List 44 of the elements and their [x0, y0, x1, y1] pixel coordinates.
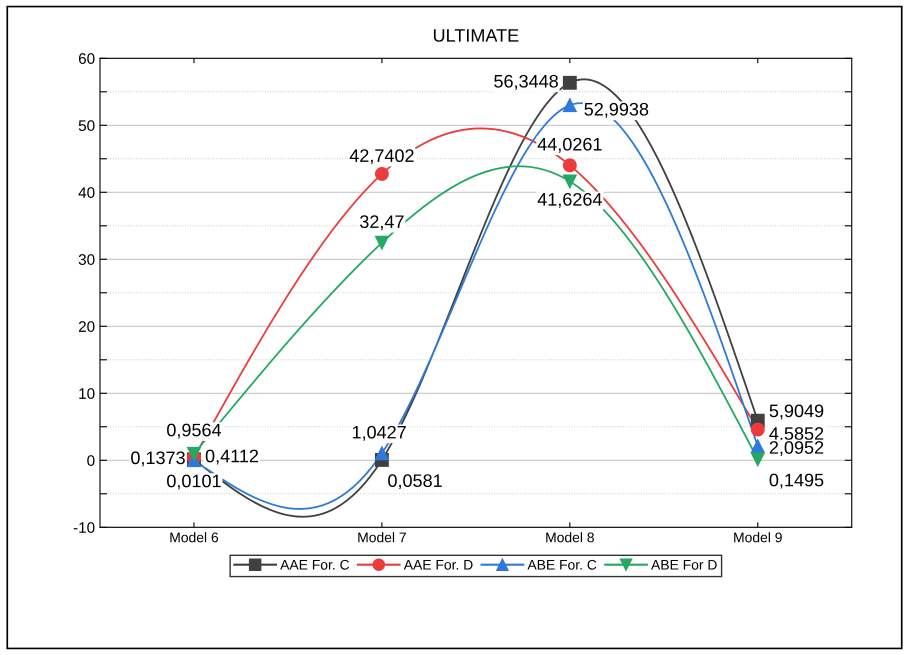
- point: [187, 446, 201, 461]
- data-label: 0,1373: [131, 451, 185, 466]
- data-label: 52,9938: [584, 102, 648, 118]
- x-tick-label: Model 6: [170, 532, 218, 542]
- point: [374, 166, 389, 181]
- point: [750, 452, 765, 466]
- data-label: 2,0952: [770, 441, 824, 456]
- y-tick-label: 30: [78, 254, 95, 265]
- x-tick-label: Model 7: [358, 532, 406, 542]
- y-tick-label: 60: [78, 53, 95, 64]
- data-label: 56,3448: [494, 74, 558, 90]
- data-label: 44,0261: [538, 138, 602, 153]
- point: [562, 76, 577, 90]
- y-tick-label: 50: [78, 120, 95, 131]
- y-tick-label: -10: [74, 522, 95, 533]
- point: [562, 158, 577, 172]
- x-tick-label: Model 9: [734, 532, 782, 542]
- data-label: 0,1495: [770, 474, 824, 489]
- x-tick-label: Model 8: [546, 532, 594, 542]
- point: [374, 236, 389, 250]
- legend-label: ABE For D: [651, 560, 717, 570]
- data-label: 4,5852: [769, 427, 824, 442]
- point: [562, 174, 577, 188]
- y-tick-label: 0: [87, 455, 95, 466]
- point: [562, 98, 577, 112]
- legend-label: AAE For. D: [404, 560, 473, 570]
- y-tick-label: 20: [78, 321, 95, 332]
- point: [750, 422, 765, 437]
- point: [374, 446, 389, 460]
- data-label: 0,4112: [206, 450, 258, 465]
- data-label: 0,0101: [167, 474, 221, 490]
- data-label: 32,47: [360, 215, 404, 230]
- data-label: 1,0427: [352, 426, 406, 441]
- legend-label: ABE For. C: [527, 560, 596, 570]
- data-label: 0,9564: [167, 424, 222, 439]
- data-label: 41,6264: [538, 192, 602, 208]
- point: [750, 439, 765, 454]
- y-tick-label: 10: [79, 388, 95, 399]
- data-label: 0,0581: [388, 474, 442, 490]
- chart-title: ULTIMATE: [434, 29, 518, 42]
- data-label: 5,9049: [770, 404, 824, 420]
- data-label: 42,7402: [350, 149, 414, 164]
- legend-label: AAE For. C: [280, 560, 350, 570]
- y-tick-label: 40: [78, 187, 95, 198]
